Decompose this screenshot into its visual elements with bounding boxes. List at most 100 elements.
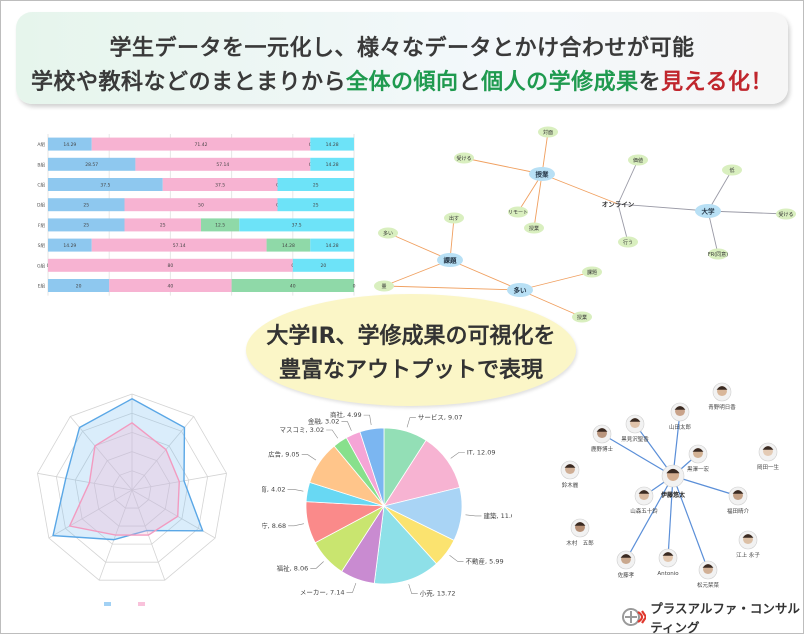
data-label: 14.28	[326, 142, 339, 148]
bar-segment	[231, 279, 354, 292]
network-edge	[519, 271, 593, 291]
pie-leader-line	[310, 561, 324, 569]
hair-icon	[716, 386, 728, 390]
network-node	[628, 154, 648, 166]
bar-segment	[48, 157, 136, 171]
headline-text: と	[458, 70, 482, 95]
legend-swatch	[104, 602, 111, 606]
hair-icon	[742, 534, 754, 538]
data-label: 71.42	[195, 142, 208, 148]
node-label: 低	[729, 167, 734, 174]
network-node	[529, 167, 555, 181]
data-label: 25	[313, 182, 319, 188]
hair-icon	[629, 418, 641, 422]
pie-leader-line	[288, 523, 304, 527]
person-name: 木村 五郎	[566, 539, 594, 547]
bar-segment	[48, 178, 163, 191]
bar-segment	[162, 178, 278, 191]
data-label: 14.28	[326, 243, 339, 249]
person-name: 江上 永子	[736, 551, 760, 559]
pie-label: 広告, 9.05	[268, 450, 300, 459]
person-name: 黒見沢聖香	[621, 435, 649, 443]
callout-bubble: 大学IR、学修成果の可視化を 豊富なアウトプットで表現	[246, 294, 576, 406]
data-label: 14.28	[282, 243, 295, 249]
network-node	[695, 204, 721, 218]
network-edge	[387, 232, 451, 261]
network-node	[538, 126, 558, 138]
radar-ring	[55, 412, 209, 563]
headline-banner: 学生データを一元化し、様々なデータとかけ合わせが可能 学校や教科などのまとまりか…	[16, 12, 788, 104]
data-label: 80	[168, 263, 174, 269]
radar-axis	[37, 472, 133, 491]
network-node	[437, 253, 463, 267]
network-edge	[617, 203, 629, 243]
node-label: 多い	[514, 286, 528, 295]
y-tick-label: G組	[37, 262, 45, 269]
bar-segment	[277, 198, 354, 212]
bar-segment	[239, 218, 354, 232]
person-name: 松元栞菜	[697, 581, 720, 589]
y-tick-label: E組	[38, 283, 46, 290]
pie-label: 建築, 11.09	[483, 511, 512, 520]
pie-chart: サービス, 9.07 IT, 12.09 建築, 11.09 不動産, 5.99 小売,…	[262, 410, 512, 598]
y-tick-label: C組	[37, 182, 45, 189]
network-edge	[533, 173, 543, 229]
pie-label: 官公庁, 8.68	[262, 521, 286, 530]
pie-leader-line	[406, 417, 416, 428]
bar-segment	[124, 218, 201, 232]
bar-segment	[48, 198, 125, 212]
word-cooccurrence-network: 授業オンライン大学課題多い対面受けるリモート授業価値行う低受けるFR(同意)出す…	[374, 126, 796, 323]
node-label: 授業	[536, 170, 550, 179]
network-node	[776, 208, 796, 220]
node-label: FR(同意)	[708, 251, 728, 258]
data-label: 14.28	[326, 162, 339, 168]
network-node	[708, 248, 728, 260]
radar-ring	[37, 393, 227, 581]
node-label: 多い	[383, 230, 393, 237]
data-label: 0	[353, 283, 356, 289]
y-tick-label: F組	[38, 222, 46, 229]
node-label: 価値	[633, 157, 643, 164]
headline-line-1: 学生データを一元化し、様々なデータとかけ合わせが可能	[109, 36, 695, 61]
pie-slice	[359, 427, 385, 507]
data-label: 14.29	[63, 243, 76, 249]
headline-text: 学校や教科などのまとまりから	[31, 70, 347, 95]
person-name: 鈴木麗	[562, 481, 579, 489]
hair-icon	[674, 406, 686, 410]
hair-icon	[638, 490, 650, 494]
node-label: オンライン	[602, 201, 635, 209]
pie-slice	[373, 505, 438, 585]
network-edge	[707, 169, 733, 212]
node-label: リモート	[508, 210, 528, 216]
bar-segment	[91, 238, 267, 252]
person-name: 福田晴介	[727, 507, 750, 515]
person-name: 山森五十鈴	[630, 507, 658, 515]
person-name: 青野明日香	[708, 403, 736, 411]
node-label: 対面	[543, 129, 553, 136]
data-label: 20	[76, 283, 82, 289]
y-tick-label: A組	[37, 141, 45, 148]
radar-axis	[131, 489, 216, 539]
bar-segment	[48, 218, 125, 232]
pie-label: サービス, 9.07	[418, 413, 463, 422]
pie-label: 不動産, 5.99	[466, 556, 504, 565]
network-edge	[541, 131, 549, 175]
stacked-bar-chart: 020406080100A組14.2971.42014.28B組28.5757.…	[37, 134, 356, 296]
pie-label: メーカー, 7.14	[300, 588, 345, 596]
headline-line-2: 学校や教科などのまとまりから全体の傾向と個人の学修成果を見える化！	[16, 64, 788, 96]
headline-text: を	[638, 70, 662, 95]
network-node	[378, 227, 398, 239]
node-label: 授業	[529, 225, 539, 232]
radar-ring	[74, 431, 190, 545]
data-label: 20	[321, 263, 327, 269]
pie-label: IT, 12.09	[467, 449, 496, 457]
network-node	[444, 212, 464, 224]
data-label: 25	[83, 223, 89, 229]
bar-segment	[310, 238, 354, 252]
data-label: 37.5	[292, 223, 302, 229]
network-node	[582, 266, 602, 278]
person-link	[667, 475, 674, 559]
network-edge	[383, 285, 521, 291]
bar-segment	[310, 137, 354, 151]
